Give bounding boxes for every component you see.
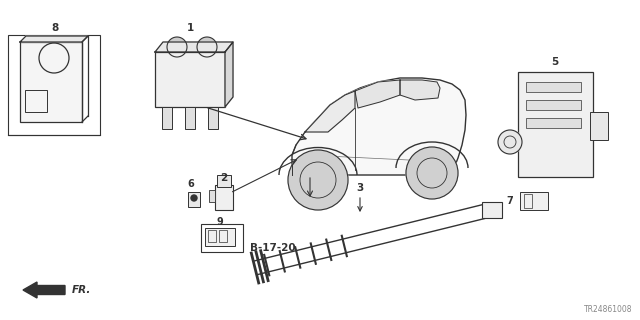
Bar [205, 228, 235, 246]
Bar [208, 107, 218, 129]
Text: TR24861008: TR24861008 [584, 305, 632, 314]
Text: 3: 3 [356, 183, 364, 193]
Circle shape [498, 130, 522, 154]
Bar [217, 175, 231, 187]
Bar [209, 190, 215, 202]
Text: 9: 9 [216, 217, 223, 227]
Text: 8: 8 [51, 23, 59, 33]
Bar [25, 90, 47, 112]
Text: B-17-20: B-17-20 [250, 243, 296, 253]
Bar [8, 35, 100, 135]
Polygon shape [225, 42, 233, 107]
Bar [520, 192, 548, 210]
Bar [590, 112, 608, 140]
Bar [526, 118, 581, 128]
Polygon shape [355, 80, 400, 108]
Bar [20, 42, 82, 122]
Bar [215, 185, 233, 210]
Polygon shape [292, 78, 466, 175]
Bar [518, 72, 593, 177]
Bar [155, 52, 225, 107]
Text: 5: 5 [552, 57, 559, 67]
Bar [162, 107, 172, 129]
Bar [208, 230, 216, 242]
Polygon shape [400, 80, 440, 100]
Polygon shape [305, 91, 355, 132]
Bar [219, 230, 227, 242]
Polygon shape [20, 36, 88, 42]
FancyArrow shape [23, 282, 65, 298]
Circle shape [191, 195, 197, 201]
Bar [526, 82, 581, 92]
Bar [188, 192, 200, 207]
Text: FR.: FR. [72, 285, 92, 295]
Text: 2: 2 [220, 173, 228, 183]
Text: 1: 1 [186, 23, 194, 33]
Circle shape [288, 150, 348, 210]
Bar [201, 224, 243, 252]
Text: 6: 6 [188, 179, 195, 189]
Circle shape [406, 147, 458, 199]
Circle shape [197, 37, 217, 57]
Circle shape [167, 37, 187, 57]
Polygon shape [155, 42, 233, 52]
Bar [482, 202, 502, 218]
Bar [524, 194, 532, 208]
Bar [185, 107, 195, 129]
Text: 7: 7 [507, 196, 513, 206]
Bar [526, 100, 581, 110]
